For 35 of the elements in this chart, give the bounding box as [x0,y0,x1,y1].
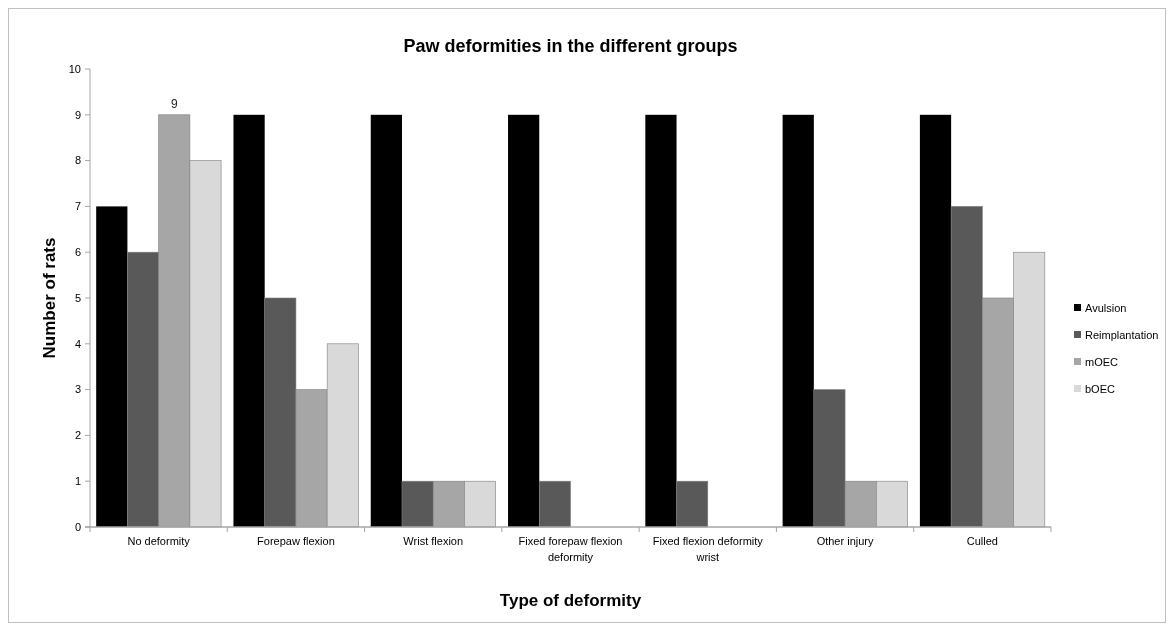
bar [782,114,814,527]
y-tick-label: 5 [74,291,81,304]
bar [645,114,677,527]
x-tick-label: Forepaw flexion [257,535,335,547]
legend-label: Reimplantation [1085,328,1159,341]
bar [233,114,265,527]
chart-title: Paw deformities in the different groups [403,36,738,56]
y-tick-label: 4 [74,337,81,350]
legend-label: Avulsion [1085,301,1127,314]
bar [508,114,540,527]
x-tick-label: Other injury [816,535,874,547]
y-tick-label: 8 [74,154,81,167]
y-tick-label: 0 [74,520,81,533]
bar [370,114,402,527]
y-axis-title: Number of rats [40,237,59,359]
bar [919,114,952,527]
bar [96,206,128,527]
bar [538,480,571,528]
y-tick-label: 9 [74,108,81,121]
x-tick-label: Fixed forepaw flexion deformity [518,535,623,563]
y-tick-label: 3 [74,383,81,396]
y-tick-label: 1 [74,475,81,488]
x-tick-label: Wrist flexion [403,535,464,547]
legend-label: mOEC [1085,355,1119,368]
y-tick-label: 6 [74,246,81,259]
x-tick-label: No deformity [127,535,191,547]
data-label: 9 [170,96,178,111]
x-axis-title: Type of deformity [499,591,642,610]
legend-label: bOEC [1085,382,1116,395]
y-tick-label: 7 [74,200,81,213]
x-tick-label: Culled [966,535,998,547]
y-tick-label: 2 [74,429,81,442]
bar [676,480,709,528]
x-tick-label: Fixed flexion deformity wrist [652,535,764,563]
y-tick-label: 10 [68,62,81,75]
